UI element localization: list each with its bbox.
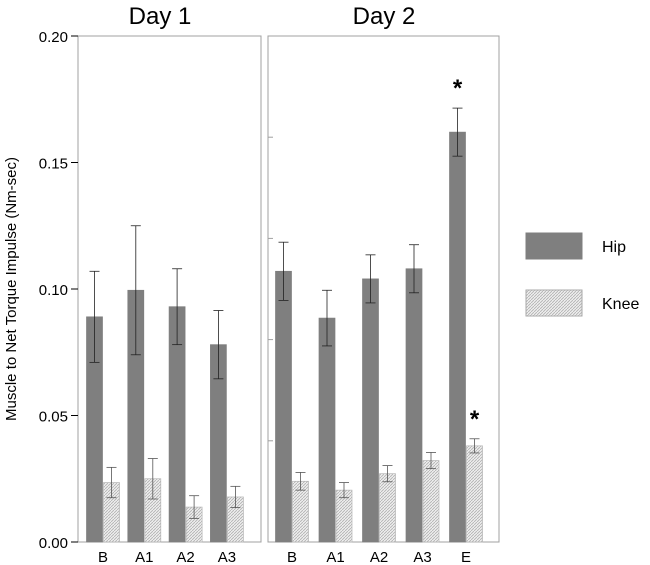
y-tick-label: 0.15: [39, 156, 68, 173]
y-axis-label: Muscle to Net Torque Impulse (Nm-sec): [3, 157, 20, 421]
legend-swatch-hip: [525, 232, 583, 260]
y-tick-label: 0.10: [39, 282, 68, 299]
panel-day-1: Day 1 0.00 0.05 0.10 0.15 0.20 B A1 A2 A3: [39, 3, 262, 565]
bars-day-2: B A1 A2 A3 E * *: [275, 75, 483, 565]
legend-label-knee: Knee: [602, 296, 639, 313]
bar-hip-b: [275, 270, 292, 543]
x-tick-label: A1: [135, 549, 153, 565]
legend-swatch-knee: [525, 289, 583, 317]
legend: Hip Knee: [525, 232, 639, 317]
bar-knee-a3: [422, 460, 440, 543]
x-tick-label: E: [461, 549, 471, 565]
bar-knee-a2: [379, 473, 396, 543]
y-tick-label: 0.00: [39, 535, 68, 552]
x-tick-label: A3: [218, 549, 236, 565]
bar-hip-a3: [405, 268, 423, 543]
bars-day-1: B A1 A2 A3: [86, 225, 244, 565]
bar-hip-e: [449, 131, 466, 543]
y-tick-label: 0.05: [39, 409, 68, 426]
legend-label-hip: Hip: [602, 239, 626, 256]
y-axis-ticks-day-2: [268, 136, 273, 442]
y-tick-label: 0.20: [39, 29, 68, 46]
x-tick-label: A3: [413, 549, 431, 565]
bar-knee-e: [466, 445, 483, 543]
bar-hip-a1: [318, 317, 336, 543]
panel-day-2: Day 2 B A1 A2 A3 E * *: [267, 3, 500, 565]
significance-marker: *: [470, 406, 480, 433]
x-tick-label: A2: [370, 549, 388, 565]
significance-marker: *: [453, 75, 463, 102]
x-tick-label: B: [98, 549, 108, 565]
panel-title-day-1: Day 1: [129, 3, 192, 30]
x-tick-label: B: [287, 549, 297, 565]
panel-title-day-2: Day 2: [353, 3, 416, 30]
bar-hip-a2: [362, 278, 379, 543]
x-tick-label: A2: [176, 549, 194, 565]
x-tick-label: A1: [326, 549, 344, 565]
y-axis-ticks: 0.00 0.05 0.10 0.15 0.20: [39, 29, 78, 552]
